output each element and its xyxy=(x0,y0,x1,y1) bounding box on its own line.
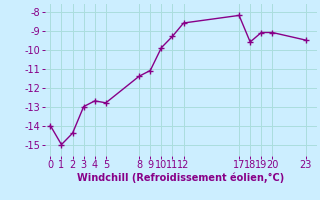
X-axis label: Windchill (Refroidissement éolien,°C): Windchill (Refroidissement éolien,°C) xyxy=(77,173,284,183)
